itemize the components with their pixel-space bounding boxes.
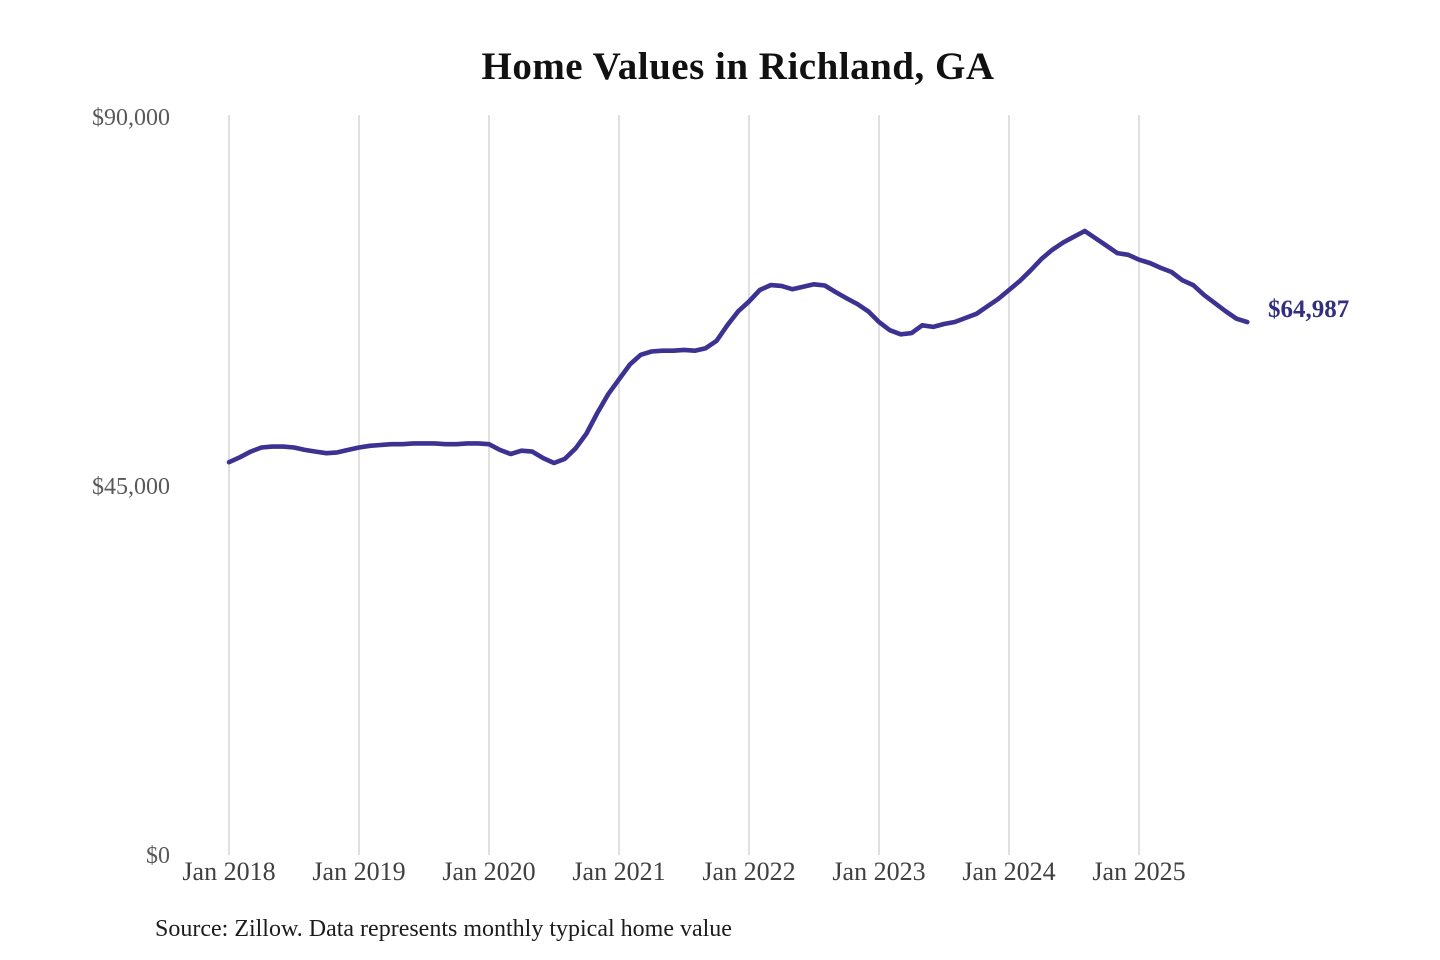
x-axis-tick-label: Jan 2018	[182, 857, 275, 886]
chart-title: Home Values in Richland, GA	[481, 45, 995, 88]
x-axis-tick-label: Jan 2019	[312, 857, 405, 886]
y-axis-tick-label: $45,000	[92, 474, 170, 500]
latest-value-label: $64,987	[1268, 296, 1350, 323]
y-axis-tick-label: $0	[146, 843, 170, 869]
source-attribution: Source: Zillow. Data represents monthly …	[155, 916, 732, 942]
home-value-series-line	[226, 228, 1250, 466]
x-axis-tick-label: Jan 2022	[702, 857, 795, 886]
x-axis-tick-label: Jan 2023	[832, 857, 925, 886]
x-axis-tick-label: Jan 2025	[1092, 857, 1185, 886]
y-axis-tick-label: $90,000	[92, 105, 170, 131]
x-axis-tick-label: Jan 2021	[572, 857, 665, 886]
x-axis-tick-label: Jan 2020	[442, 857, 535, 886]
x-axis-tick-label: Jan 2024	[962, 857, 1055, 886]
